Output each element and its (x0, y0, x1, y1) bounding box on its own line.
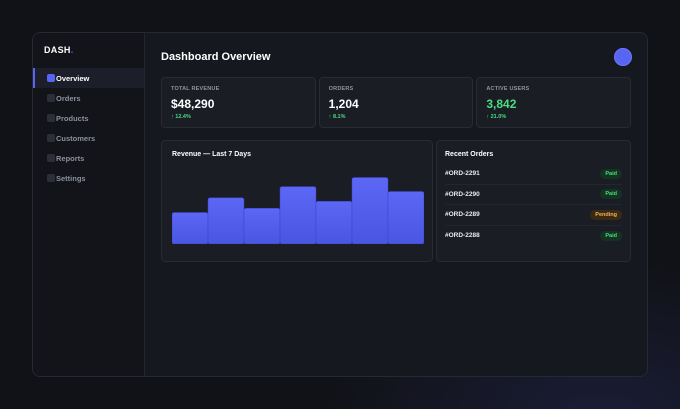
sidebar-item-label: Products (56, 113, 89, 123)
order-id: #ORD-2291 (445, 170, 480, 178)
sidebar-item-label: Reports (56, 153, 85, 163)
revenue-bar-chart (172, 177, 424, 244)
status-badge: Paid (600, 168, 622, 179)
orders-title: Recent Orders (445, 151, 494, 158)
chart-bar-2 (207, 197, 245, 244)
sidebar-item-overview[interactable]: Overview (33, 68, 144, 88)
order-row[interactable]: #ORD-2289 Pending (445, 205, 622, 226)
chart-bar-1 (172, 212, 209, 244)
status-badge: Paid (600, 230, 622, 241)
stat-card-active-users: ACTIVE USERS 3,842 ↑ 21.0% (476, 77, 632, 128)
chart-bar-5 (315, 201, 353, 244)
stat-value: $48,290 (171, 97, 215, 111)
chart-bar-6 (351, 177, 389, 244)
products-icon (47, 114, 55, 122)
order-row[interactable]: #ORD-2291 Paid (445, 164, 622, 185)
overview-icon (47, 74, 55, 82)
chart-bar-4 (279, 186, 317, 244)
avatar[interactable] (614, 48, 632, 66)
status-badge: Pending (590, 209, 622, 220)
bottom-row: Revenue — Last 7 Days Recent Orders #ORD… (161, 140, 631, 262)
stat-change: ↑ 21.0% (486, 114, 507, 120)
stat-label: TOTAL REVENUE (171, 86, 220, 92)
chart-bar-3 (243, 208, 281, 244)
sidebar-item-orders[interactable]: Orders (33, 88, 144, 108)
order-id: #ORD-2289 (445, 211, 480, 219)
stat-change: ↑ 12.4% (171, 114, 191, 120)
stat-card-orders: ORDERS 1,204 ↑ 8.1% (318, 77, 474, 128)
stat-value: 3,842 (486, 97, 517, 111)
order-row[interactable]: #ORD-2290 Paid (445, 185, 622, 205)
stat-value: 1,204 (328, 97, 359, 111)
main-content: Dashboard Overview TOTAL REVENUE $48,290… (145, 33, 647, 376)
customers-icon (47, 134, 55, 142)
logo: DASH. (44, 45, 74, 55)
stat-label: ACTIVE USERS (486, 86, 530, 92)
stat-card-revenue: TOTAL REVENUE $48,290 ↑ 12.4% (161, 77, 316, 128)
sidebar-item-label: Orders (56, 93, 81, 103)
status-badge: Paid (600, 189, 622, 200)
sidebar-item-label: Settings (56, 173, 86, 183)
sidebar-item-reports[interactable]: Reports (33, 148, 144, 168)
order-row[interactable]: #ORD-2288 Paid (445, 226, 622, 247)
stats-row: TOTAL REVENUE $48,290 ↑ 12.4% ORDERS 1,2… (161, 77, 632, 128)
sidebar-item-settings[interactable]: Settings (33, 168, 144, 188)
dashboard-window: DASH. Overview Orders Products Customers… (32, 32, 648, 377)
sidebar-item-label: Overview (56, 73, 90, 83)
sidebar: DASH. Overview Orders Products Customers… (33, 33, 145, 376)
sidebar-item-label: Customers (56, 133, 96, 143)
chart-bar-7 (387, 191, 424, 244)
order-id: #ORD-2290 (445, 190, 480, 198)
recent-orders-panel: Recent Orders #ORD-2291 Paid #ORD-2290 P… (436, 140, 631, 262)
sidebar-item-products[interactable]: Products (33, 108, 144, 128)
chart-title: Revenue — Last 7 Days (172, 151, 251, 158)
order-id: #ORD-2288 (445, 232, 480, 240)
reports-icon (47, 154, 55, 162)
stat-label: ORDERS (328, 86, 354, 92)
order-list: #ORD-2291 Paid #ORD-2290 Paid #ORD-2289 … (445, 164, 622, 246)
sidebar-nav: Overview Orders Products Customers Repor… (33, 68, 144, 188)
page-title: Dashboard Overview (161, 51, 271, 63)
stat-change: ↑ 8.1% (328, 114, 346, 120)
sidebar-item-customers[interactable]: Customers (33, 128, 144, 148)
revenue-chart-panel: Revenue — Last 7 Days (161, 140, 433, 262)
settings-icon (47, 174, 55, 182)
orders-icon (47, 94, 55, 102)
page-header: Dashboard Overview (161, 47, 632, 67)
